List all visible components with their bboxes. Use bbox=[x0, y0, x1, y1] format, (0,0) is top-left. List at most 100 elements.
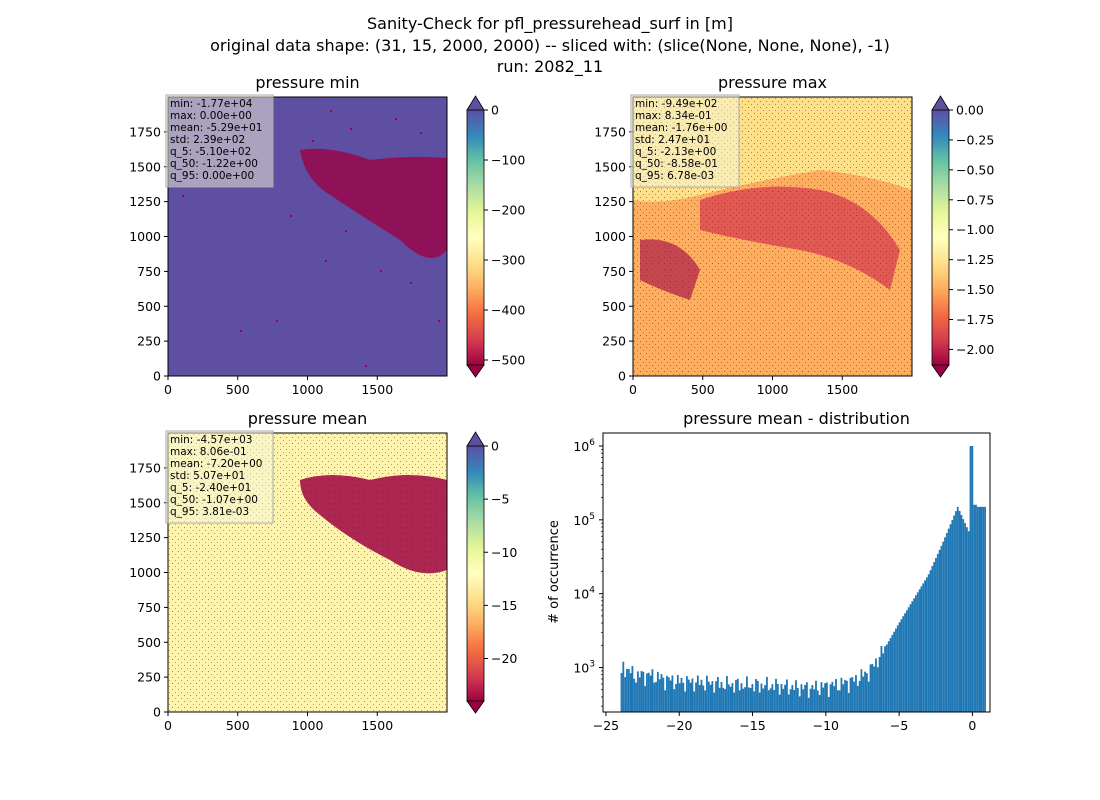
histogram-bar bbox=[831, 681, 834, 712]
y-tick-label: 105 bbox=[573, 512, 595, 528]
x-tick-label: 500 bbox=[691, 382, 715, 397]
histogram-bar bbox=[795, 680, 797, 712]
colorbar-tick-label: −1.75 bbox=[956, 312, 994, 327]
histogram-bar bbox=[735, 680, 737, 712]
histogram-bar bbox=[776, 683, 779, 712]
histogram-bar bbox=[969, 446, 972, 712]
y-tick-label: 104 bbox=[573, 586, 595, 602]
stats-pressure-min: min: -1.77e+04 max: 0.00e+00 mean: -5.29… bbox=[170, 98, 262, 182]
stat-line: q_95: 0.00e+00 bbox=[170, 170, 254, 182]
histogram-bar bbox=[747, 687, 750, 712]
histogram-bar bbox=[982, 506, 985, 712]
histogram-axes: −25 −20 −15 −10 −5 0 103 104 105 106 bbox=[573, 438, 976, 733]
histogram-bar bbox=[707, 681, 710, 712]
histogram-bar bbox=[967, 531, 970, 712]
colorbar-pressure-max: 0.00 −0.25 −0.50 −0.75 −1.00 −1.25 −1.50 −1.75 −… bbox=[931, 95, 994, 378]
colorbar-tick-label: −300 bbox=[491, 253, 525, 268]
stat-line: std: 2.39e+02 bbox=[170, 134, 245, 146]
colorbar-tick-label: −5 bbox=[491, 492, 509, 507]
histogram-bar bbox=[975, 504, 977, 712]
colorbar-extend-bottom bbox=[931, 364, 950, 378]
histogram-bar bbox=[980, 506, 983, 712]
stat-line: min: -1.77e+04 bbox=[170, 98, 253, 110]
histogram-bar bbox=[731, 683, 734, 712]
y-tick-label: 500 bbox=[602, 299, 626, 314]
stat-line: q_5: -5.10e+02 bbox=[170, 146, 251, 158]
stat-line: mean: -5.29e+01 bbox=[170, 122, 262, 134]
histogram-bar bbox=[938, 549, 941, 712]
histogram-bar bbox=[744, 687, 747, 712]
figure-run-label: run: 2082_11 bbox=[497, 57, 603, 77]
histogram-bar bbox=[760, 683, 763, 712]
histogram-bar bbox=[891, 634, 894, 712]
histogram-bar bbox=[686, 676, 688, 712]
histogram-bar bbox=[835, 678, 837, 712]
axis-ticks-pressure-max: 0 500 1000 1500 0 250 500 750 1000 1250 1500 1750 bbox=[594, 124, 858, 397]
x-tick-label: 1000 bbox=[292, 718, 324, 733]
x-tick-label: −15 bbox=[739, 718, 765, 733]
histogram-bar bbox=[626, 668, 628, 712]
histogram-bar bbox=[784, 684, 787, 712]
histogram-bar bbox=[767, 690, 770, 712]
histogram-bar bbox=[627, 668, 630, 712]
histogram-bar bbox=[646, 673, 648, 712]
histogram-bar bbox=[813, 689, 816, 712]
histogram-bar bbox=[965, 527, 968, 712]
histogram-bar bbox=[662, 677, 665, 712]
histogram-bar bbox=[762, 688, 765, 712]
histogram-bar bbox=[945, 532, 948, 712]
histogram-bar bbox=[780, 684, 783, 712]
colorbar-tick-label: 0 bbox=[491, 103, 499, 118]
heatmap-dry-region-min bbox=[300, 148, 447, 258]
histogram-bar bbox=[640, 671, 643, 712]
histogram-bar bbox=[869, 664, 872, 712]
histogram-bar bbox=[771, 684, 774, 712]
colorbar-tick-label: −1.00 bbox=[956, 222, 994, 237]
histogram-bar bbox=[704, 690, 707, 712]
histogram-bar bbox=[875, 658, 877, 712]
panel-title-pressure-max: pressure max bbox=[718, 73, 827, 92]
histogram-bar bbox=[789, 689, 792, 712]
histogram-bar bbox=[678, 683, 681, 712]
colorbar-pressure-mean: 0 −5 −10 −15 −20 bbox=[466, 431, 517, 714]
stats-box-pressure-max bbox=[630, 94, 740, 188]
histogram-bar bbox=[664, 690, 667, 712]
panel-pressure-mean: pressure mean 0 500 1000 1500 0 250 500 750 1000… bbox=[129, 409, 517, 733]
stat-line: q_5: -2.40e+01 bbox=[170, 482, 251, 494]
histogram-bar bbox=[838, 690, 841, 712]
histogram-bar bbox=[629, 673, 632, 712]
y-tick-label: 250 bbox=[137, 670, 161, 685]
colorbar-tick-label: −1.25 bbox=[956, 252, 994, 267]
histogram-bar bbox=[716, 677, 719, 712]
x-tick-label: 500 bbox=[226, 382, 250, 397]
stat-line: mean: -1.76e+00 bbox=[635, 122, 727, 134]
histogram-bar bbox=[746, 676, 748, 712]
histogram-bar bbox=[693, 691, 696, 712]
y-tick-label: 0 bbox=[618, 369, 626, 384]
histogram-bar bbox=[680, 677, 683, 712]
histogram-bar bbox=[911, 601, 914, 712]
histogram-bar bbox=[673, 689, 676, 712]
histogram-bar bbox=[947, 528, 950, 712]
histogram-bar bbox=[622, 661, 625, 712]
histogram-bar bbox=[824, 683, 826, 712]
histogram-bar bbox=[620, 672, 623, 712]
histogram-bar bbox=[706, 675, 708, 712]
x-tick-label: 1500 bbox=[361, 382, 393, 397]
histogram-bar bbox=[855, 675, 857, 712]
histogram-bar bbox=[798, 696, 801, 712]
histogram-bar bbox=[796, 688, 799, 712]
histogram-bar bbox=[778, 694, 781, 712]
histogram-bar bbox=[842, 684, 845, 712]
histogram-bar bbox=[764, 685, 767, 712]
histogram-bar bbox=[727, 684, 730, 712]
y-tick-label: 1500 bbox=[594, 159, 626, 174]
histogram-bar bbox=[651, 669, 654, 712]
histogram-bar bbox=[953, 515, 956, 712]
histogram-bar bbox=[684, 691, 687, 712]
histogram-bar bbox=[633, 678, 636, 712]
histogram-bar bbox=[867, 681, 870, 712]
stats-pressure-max: min: -9.49e+02 max: 8.34e-01 mean: -1.76… bbox=[635, 98, 727, 182]
histogram-bar bbox=[758, 692, 761, 712]
